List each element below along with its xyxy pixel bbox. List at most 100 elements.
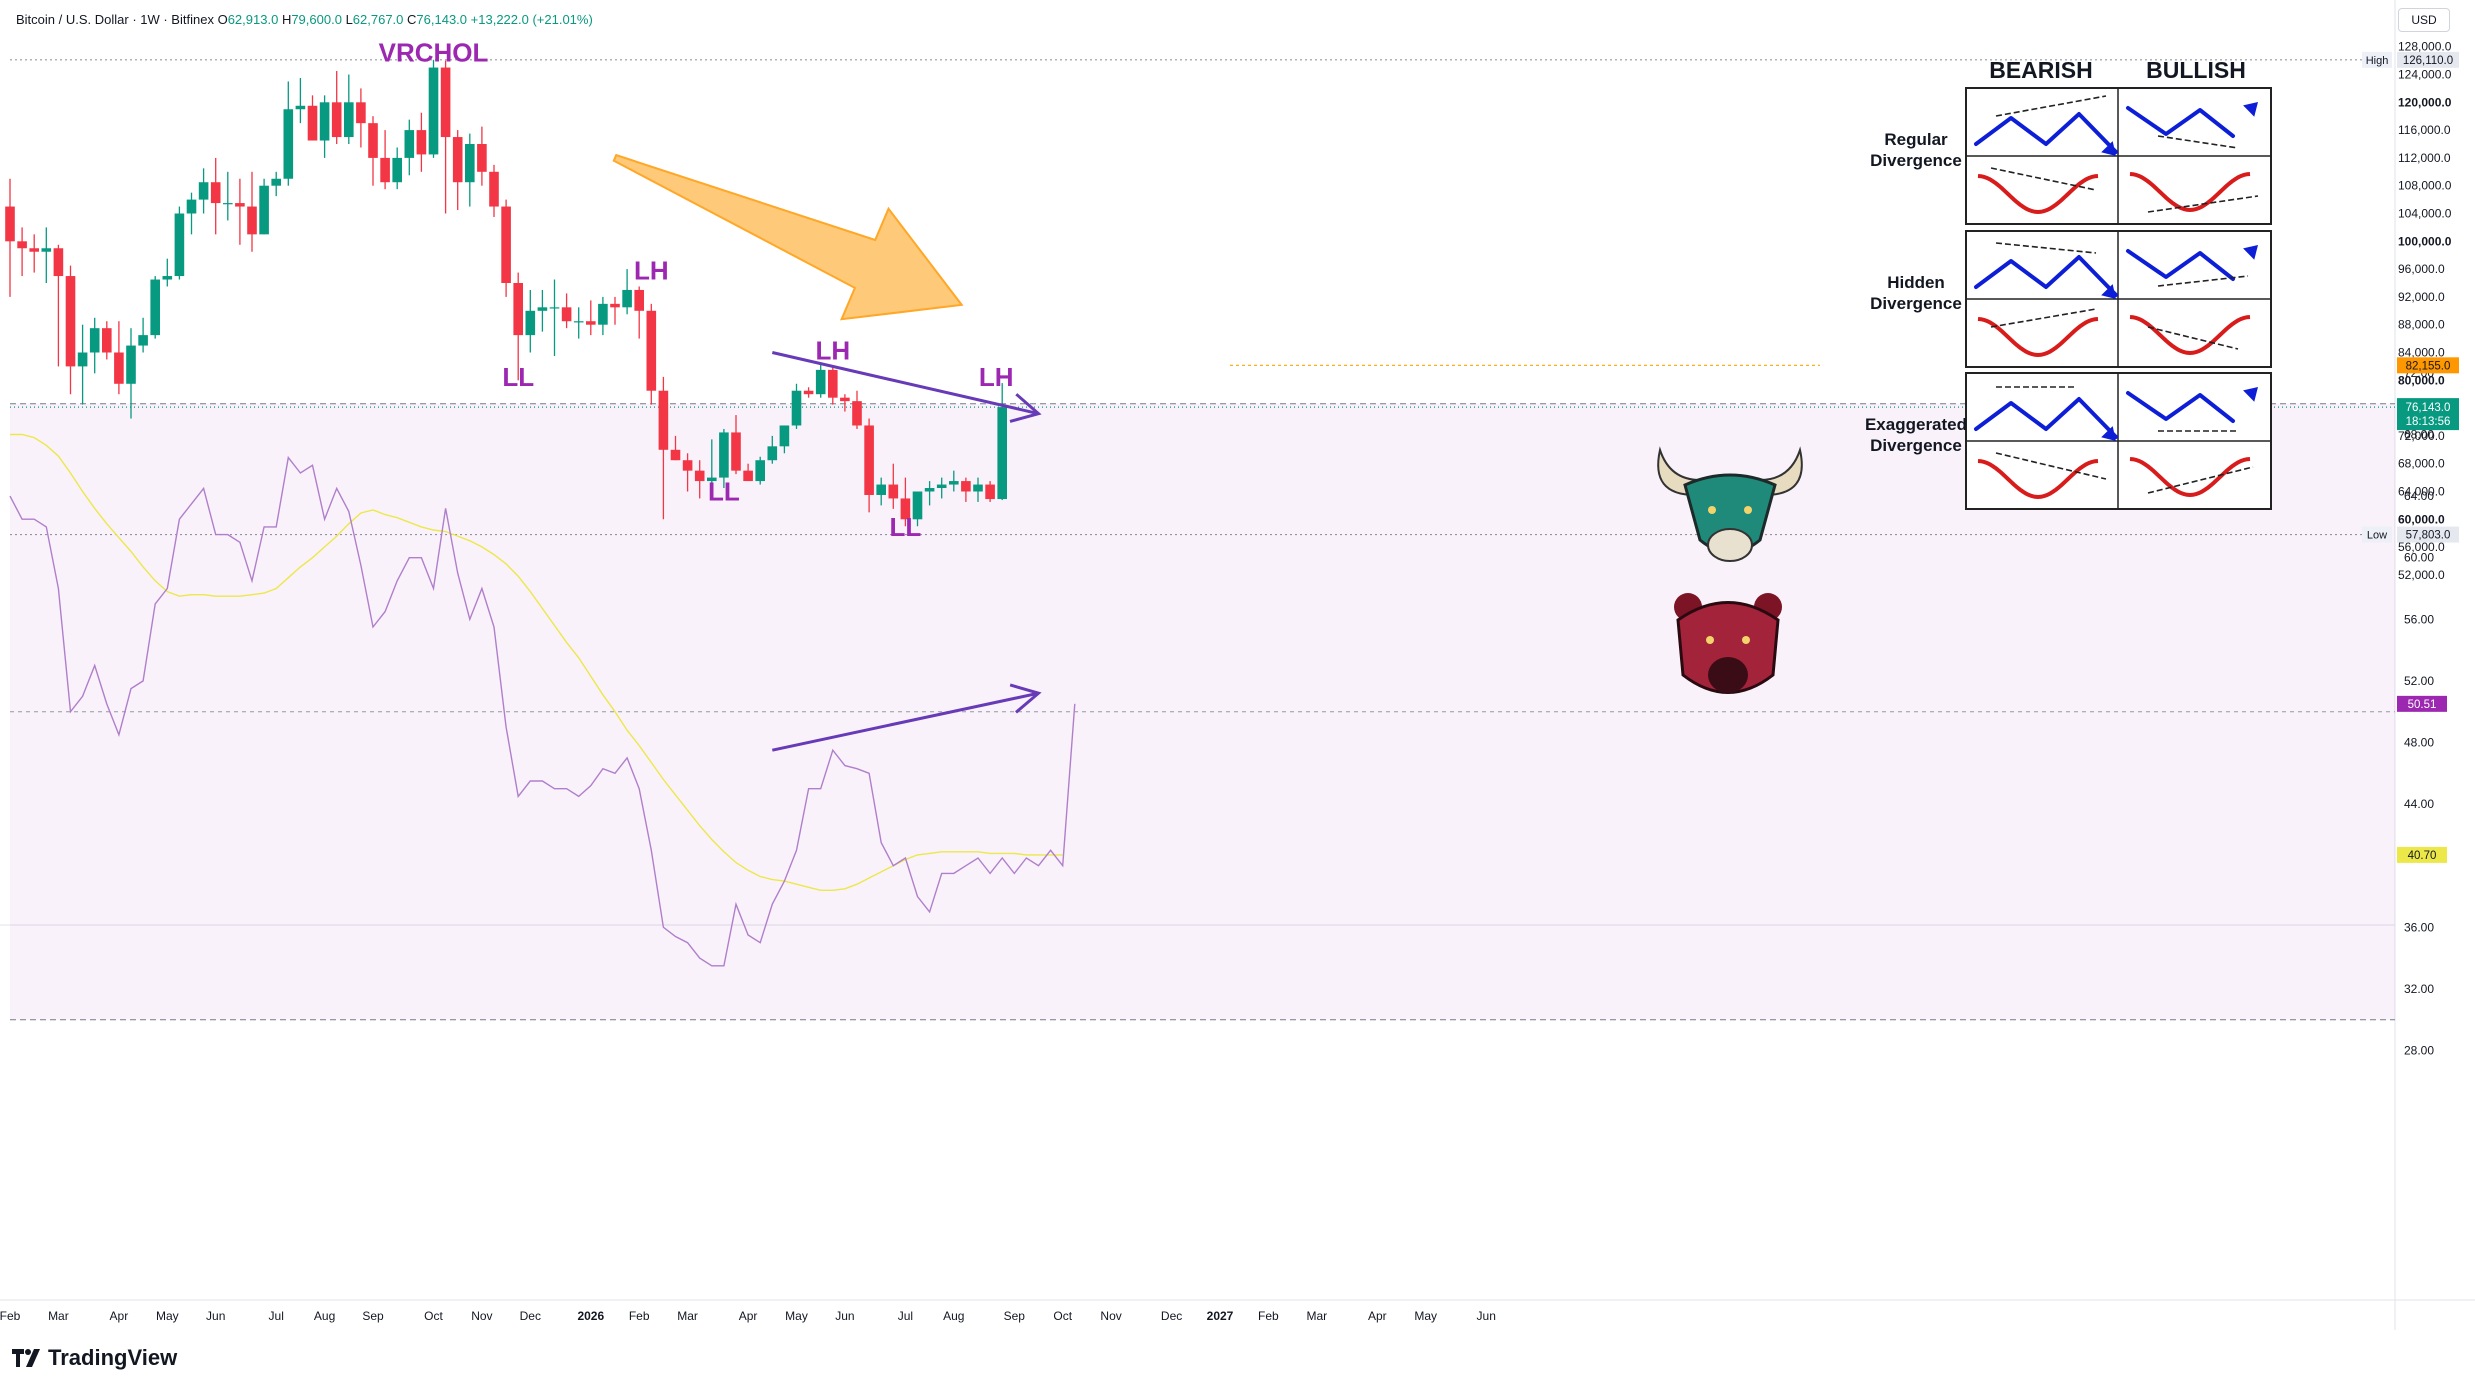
- candle-body: [513, 283, 523, 336]
- marker-label: 126,110.0: [2403, 55, 2453, 67]
- candle-body: [598, 303, 608, 325]
- divergence-zigzag: [1974, 112, 2118, 154]
- rsi-tick-label: 68.00: [2404, 428, 2434, 442]
- bull-eye: [1744, 506, 1752, 514]
- candle-body: [900, 498, 911, 520]
- candle-body: [779, 425, 790, 447]
- candle-body: [65, 276, 76, 367]
- price-tick-label: 128,000.0: [2398, 40, 2452, 54]
- candle-body: [53, 248, 64, 277]
- table-row-label: Divergence: [1870, 294, 1962, 313]
- candle-body: [331, 102, 342, 138]
- candle-body: [477, 144, 487, 172]
- close-label: C: [407, 12, 417, 27]
- candle-body: [465, 144, 475, 183]
- candle-body: [102, 328, 112, 353]
- candle-body: [646, 310, 657, 391]
- logo-text: TradingView: [48, 1345, 178, 1370]
- bear-eye: [1706, 636, 1714, 644]
- candle-body: [5, 206, 15, 242]
- currency-button[interactable]: USD: [2398, 8, 2450, 32]
- low-label: L: [345, 12, 353, 27]
- candle-body: [174, 213, 185, 277]
- close-value: 76,143.0: [416, 12, 468, 27]
- price-tick-label: 104,000.0: [2398, 207, 2452, 221]
- annotation-label: LL: [890, 512, 922, 542]
- bull-eye: [1708, 506, 1716, 514]
- rsi-tick-label: 44.00: [2404, 797, 2434, 811]
- table-row-label: Divergence: [1870, 436, 1962, 455]
- candle-body: [876, 484, 886, 495]
- price-trendline: [771, 351, 1039, 416]
- candle-body: [767, 446, 778, 461]
- candle-body: [815, 369, 826, 395]
- annotation-label: LL: [708, 477, 740, 507]
- divergence-wave: [2129, 315, 2251, 356]
- candles: [5, 59, 1007, 527]
- tradingview-logo[interactable]: TradingView: [12, 1345, 177, 1371]
- candle-body: [319, 102, 330, 141]
- divergence-dash-line: [2157, 275, 2249, 287]
- candle-body: [561, 307, 572, 322]
- open-value: 62,913.0: [227, 12, 279, 27]
- candle-body: [912, 491, 923, 520]
- price-tick-label: 108,000.0: [2398, 179, 2452, 193]
- divergence-zigzag: [2126, 249, 2235, 281]
- bear-icon: [1676, 601, 1780, 694]
- annotation-label: LH: [979, 362, 1014, 392]
- price-trendline-head: [1009, 393, 1042, 423]
- time-tick-label: 2027: [1207, 1309, 1234, 1323]
- rsi-tick-label: 48.00: [2404, 736, 2434, 750]
- candle-body: [961, 481, 971, 492]
- candle-body: [731, 432, 741, 471]
- divergence-wave: [2129, 172, 2251, 213]
- time-tick-label: Nov: [471, 1309, 492, 1323]
- bear-eye: [1742, 636, 1750, 644]
- candle-body: [89, 328, 100, 353]
- high-label: H: [281, 12, 292, 27]
- candle-body: [949, 481, 959, 485]
- price-tick-label: 92,000.0: [2398, 290, 2445, 304]
- annotation-label: VRCHOL: [379, 37, 489, 67]
- price-tick-label: 100,000.0: [2398, 234, 2452, 248]
- symbol-title[interactable]: Bitcoin / U.S. Dollar · 1W · Bitfinex: [16, 12, 214, 27]
- candle-body: [186, 199, 197, 214]
- candle-body: [162, 276, 173, 280]
- grid-lines: [0, 0, 2475, 1330]
- open-label: O: [217, 12, 228, 27]
- divergence-dash-line: [1995, 95, 2107, 117]
- candle-body: [973, 484, 983, 492]
- time-tick-label: 2026: [577, 1309, 604, 1323]
- candle-body: [392, 157, 402, 183]
- rsi-tick-label: 56.00: [2404, 612, 2434, 626]
- last-price-label: 76,143.0: [2406, 402, 2451, 414]
- candle-body: [380, 157, 390, 183]
- marker-bg: [2397, 51, 2459, 68]
- candle-body: [307, 105, 318, 141]
- divergence-table: BEARISH BULLISH Regular Divergence Hidden Div…: [1865, 57, 2272, 510]
- rsi-tick-label: 60.00: [2404, 551, 2434, 565]
- marker-tag: High: [2366, 55, 2389, 67]
- bear-mouth: [1708, 657, 1748, 693]
- time-tick-label: Mar: [677, 1309, 698, 1323]
- rsi-tick-label: 52.00: [2404, 674, 2434, 688]
- marker-tag-bg: [2362, 51, 2392, 68]
- candle-body: [247, 206, 257, 235]
- divergence-dash-line: [2147, 326, 2239, 350]
- table-header-bullish: BULLISH: [2146, 57, 2246, 83]
- time-tick-label: Jun: [835, 1309, 854, 1323]
- divergence-arrow-tip: [2243, 245, 2258, 260]
- time-tick-label: Feb: [0, 1309, 21, 1323]
- high-value: 79,600.0: [291, 12, 342, 27]
- candle-body: [41, 248, 52, 252]
- candle-body: [791, 390, 802, 426]
- last-price-bg: [2397, 398, 2459, 431]
- time-tick-label: May: [1414, 1309, 1437, 1323]
- rsi-ma-line: [10, 433, 1063, 891]
- candle-body: [489, 171, 499, 207]
- candle-body: [223, 203, 233, 205]
- candle-body: [126, 345, 136, 384]
- time-tick-label: Jun: [1477, 1309, 1496, 1323]
- time-tick-label: Dec: [520, 1309, 541, 1323]
- rsi-tick-label: 36.00: [2404, 920, 2434, 934]
